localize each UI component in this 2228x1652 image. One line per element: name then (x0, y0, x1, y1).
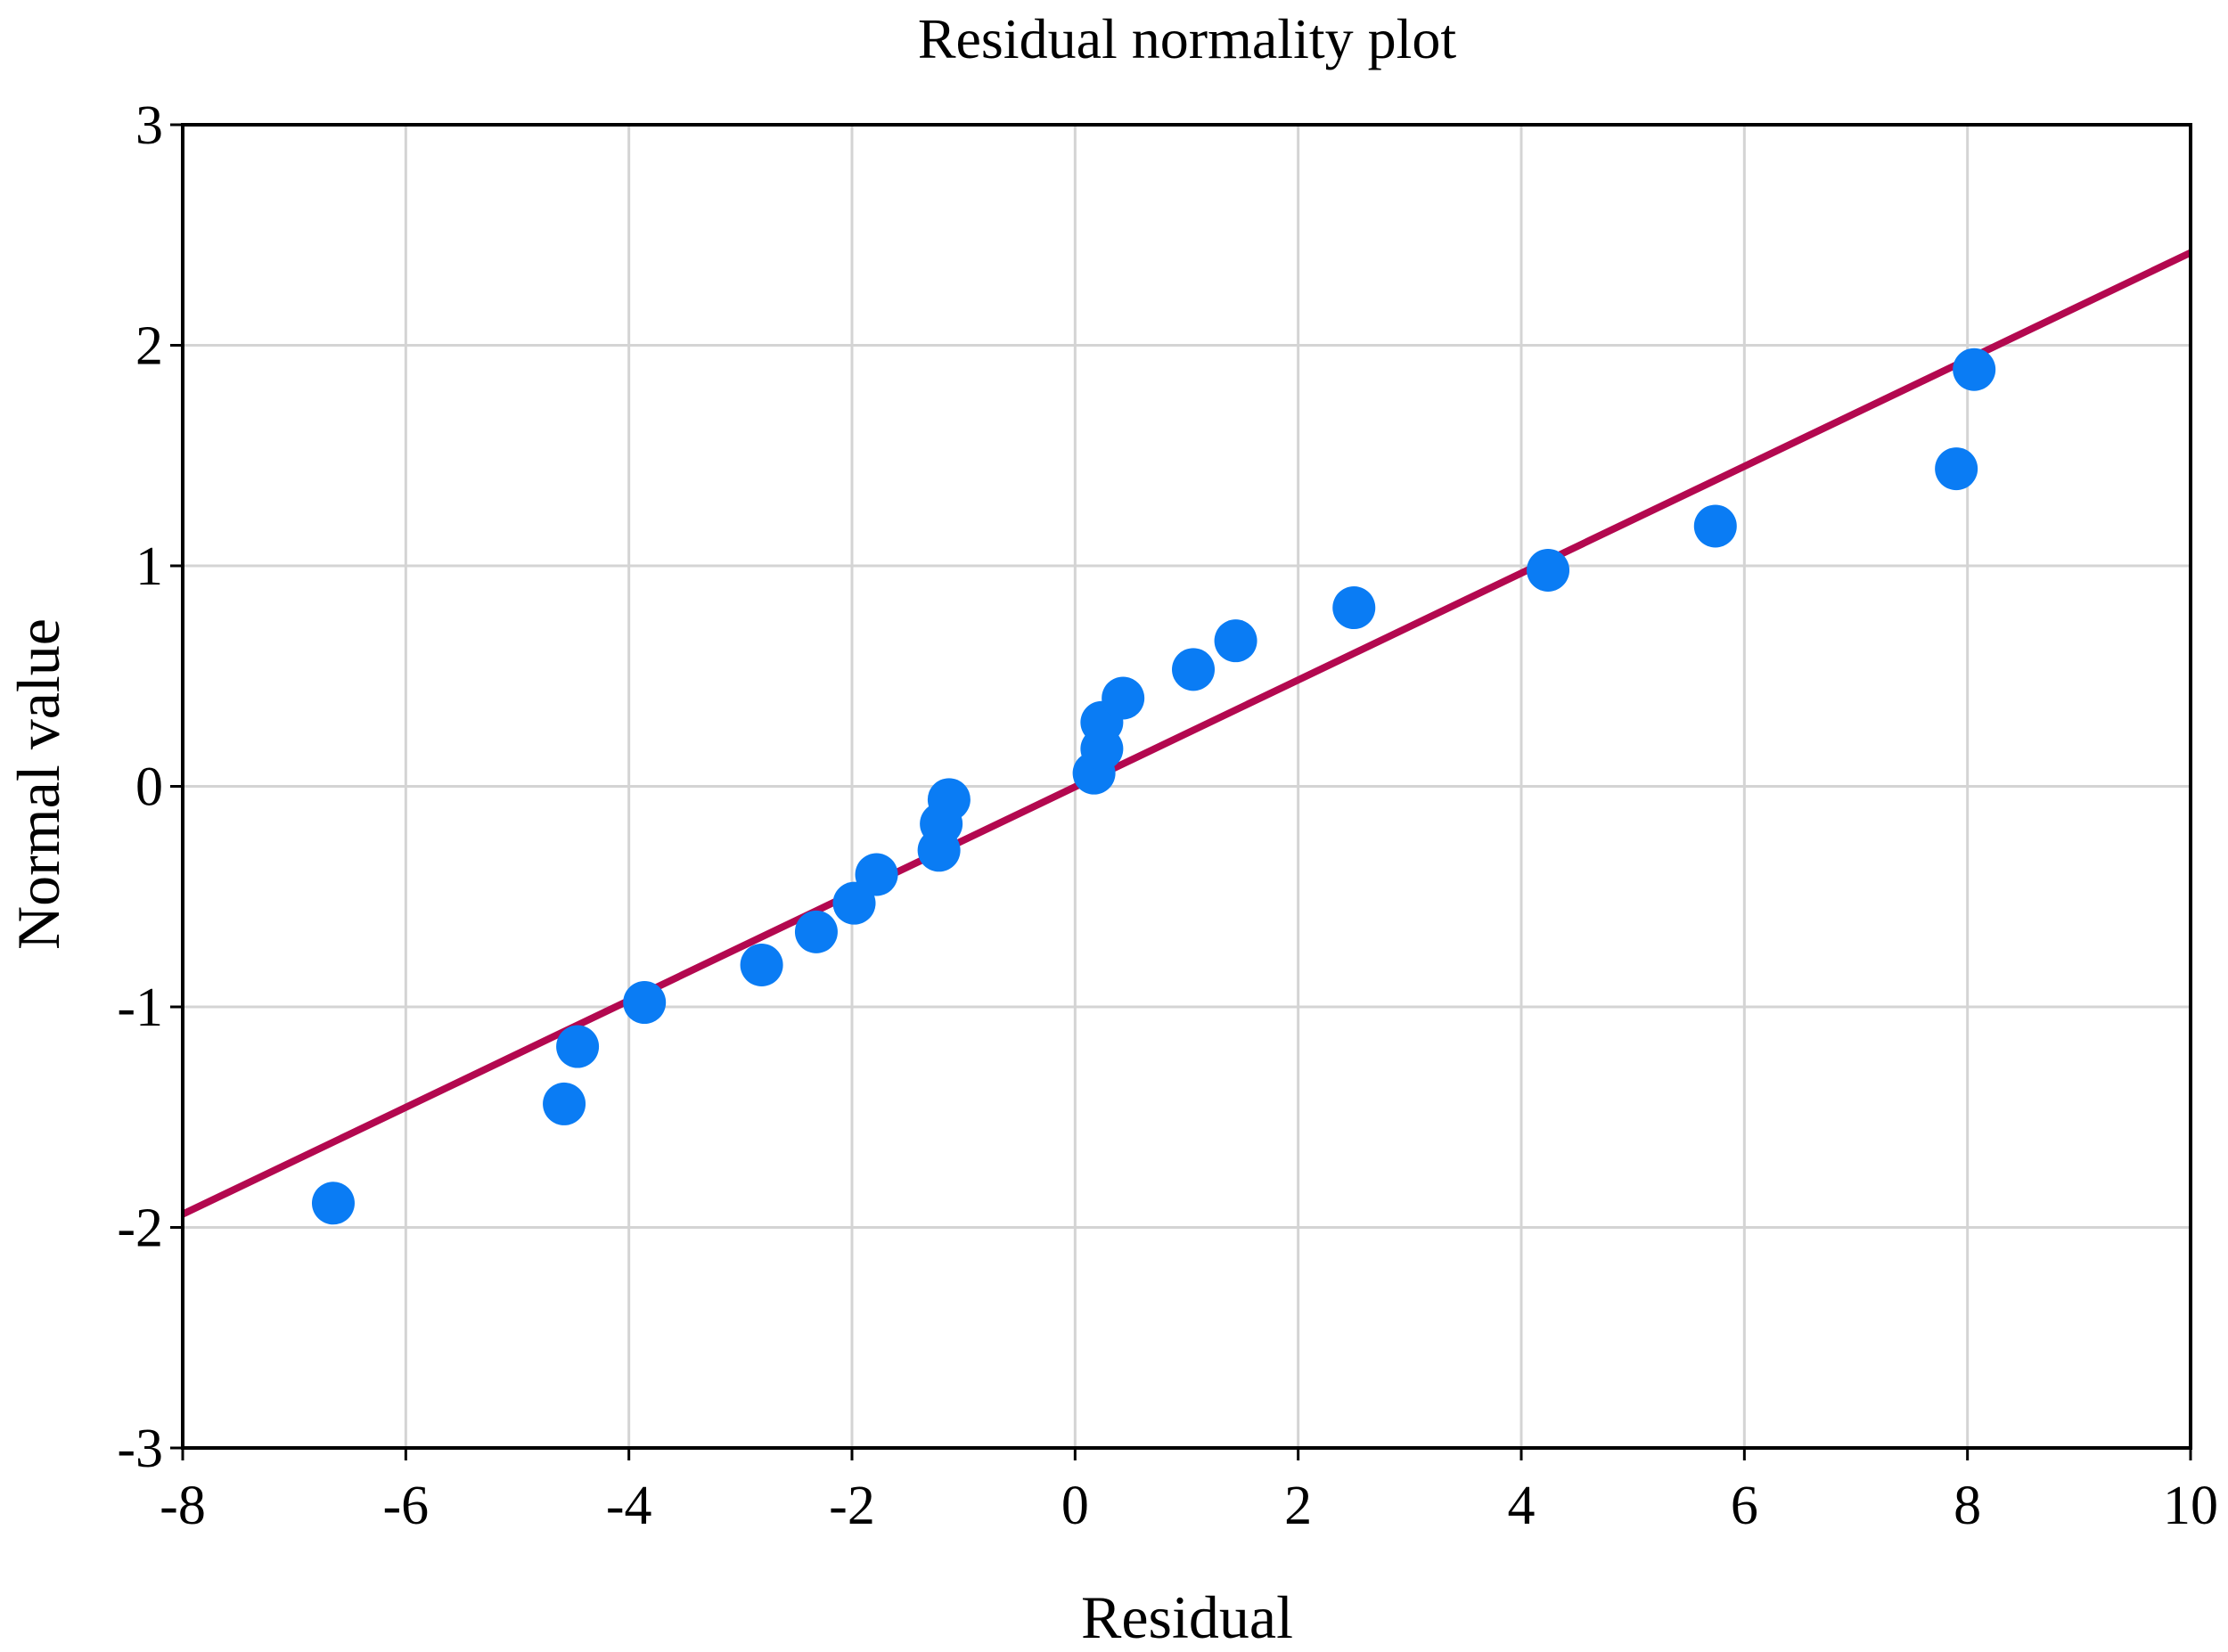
reference-line (181, 249, 2192, 1218)
data-point (1214, 619, 1257, 663)
y-tick-label: -3 (117, 1419, 163, 1479)
x-tick-label: 8 (1954, 1476, 1981, 1536)
y-tick-label: -1 (117, 977, 163, 1038)
data-point (1527, 548, 1570, 592)
data-point (1102, 676, 1145, 720)
data-point (1172, 648, 1216, 691)
data-point (927, 778, 971, 822)
x-tick-label: -2 (829, 1476, 875, 1536)
reference-line-layer (181, 249, 2192, 1218)
data-point (1953, 348, 1996, 391)
y-axis-label: Normal value (4, 618, 72, 950)
data-point (1332, 586, 1376, 630)
y-tick-label: 2 (135, 316, 163, 377)
x-tick-label: 2 (1284, 1476, 1312, 1536)
y-axis-ticks: -3 -2 -1 0 1 2 3 (117, 95, 183, 1479)
x-axis-label: Residual (1081, 1583, 1293, 1651)
data-point (832, 881, 876, 925)
x-tick-label: -8 (160, 1476, 206, 1536)
data-point (556, 1025, 600, 1068)
x-tick-label: -4 (606, 1476, 652, 1536)
x-axis-ticks: -8 -6 -4 -2 0 2 4 6 8 10 (160, 1448, 2218, 1536)
x-tick-label: 4 (1508, 1476, 1536, 1536)
data-point (855, 853, 898, 896)
chart-title: Residual normality plot (918, 7, 1457, 70)
gridlines (183, 125, 2191, 1448)
data-point (1935, 447, 1978, 491)
y-tick-label: 3 (135, 95, 163, 156)
y-tick-label: -2 (117, 1198, 163, 1259)
data-point (740, 943, 783, 986)
x-tick-label: -6 (383, 1476, 430, 1536)
data-point (543, 1082, 586, 1125)
data-point (623, 981, 667, 1025)
data-point (1693, 504, 1737, 548)
data-point (794, 910, 838, 953)
x-tick-label: 0 (1061, 1476, 1089, 1536)
x-tick-label: 6 (1731, 1476, 1758, 1536)
y-tick-label: 1 (135, 536, 163, 597)
data-points (311, 348, 1996, 1225)
x-tick-label: 10 (2163, 1476, 2218, 1536)
data-point (311, 1182, 355, 1225)
y-tick-label: 0 (135, 757, 163, 818)
